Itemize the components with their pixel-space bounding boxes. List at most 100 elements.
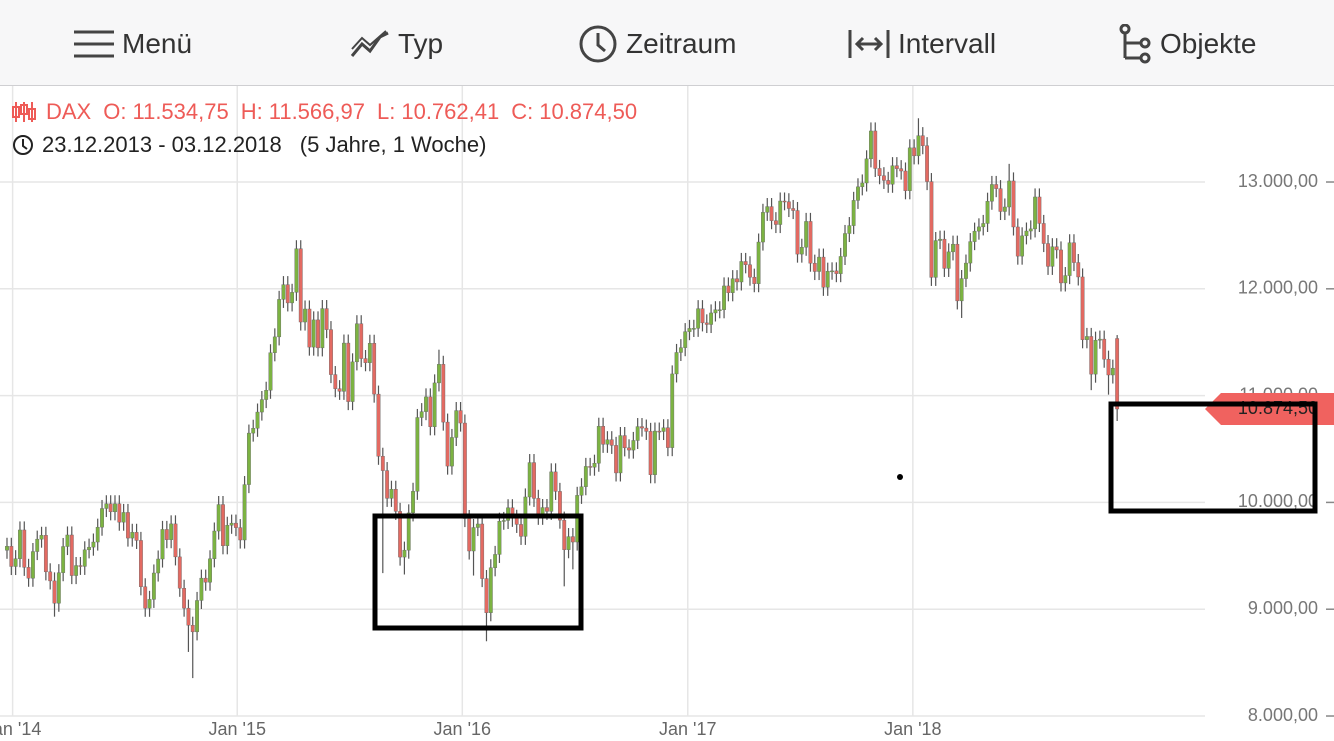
candle-body — [26, 567, 31, 579]
candle-body — [437, 364, 441, 384]
candle-body — [920, 135, 925, 146]
candle-body — [100, 508, 104, 528]
candle-body — [39, 535, 44, 540]
type-label: Typ — [398, 28, 444, 59]
candle-body — [74, 565, 79, 576]
candle-body — [666, 427, 670, 448]
candle-body — [588, 466, 593, 468]
candle-body — [925, 145, 929, 182]
candle-body — [877, 168, 882, 176]
candle-body — [601, 426, 606, 445]
candle-body — [164, 529, 169, 540]
candle-body — [156, 558, 161, 574]
candle-body — [87, 546, 91, 551]
candle-body — [691, 328, 696, 330]
candle-body — [730, 278, 735, 293]
candle-body — [804, 221, 809, 248]
candle-body — [186, 607, 191, 626]
candle-body — [52, 580, 57, 604]
candle-body — [415, 417, 420, 492]
candle-body — [31, 551, 35, 579]
candle-body — [977, 226, 981, 232]
candle-body — [748, 264, 752, 278]
candle-body — [583, 466, 588, 487]
type-button[interactable]: Typ — [350, 22, 443, 66]
interval-label: Intervall — [898, 28, 997, 59]
candle-body — [65, 534, 70, 547]
y-tick-label: 8.000,00 — [1248, 705, 1318, 725]
candle-body — [648, 431, 653, 475]
candle-body — [376, 393, 381, 457]
objects-button[interactable]: Objekte — [1118, 22, 1257, 66]
ohlc-value: 11.566,97 — [268, 99, 365, 124]
period-text: (5 Jahre, 1 Woche) — [299, 132, 487, 157]
candle-body — [1046, 243, 1050, 267]
candle-body — [938, 238, 942, 241]
candle-body — [972, 230, 977, 242]
candle-body — [886, 180, 891, 185]
candle-body — [203, 577, 208, 583]
candle-body — [881, 175, 886, 181]
candle-body — [817, 256, 821, 272]
candle-body — [225, 525, 230, 546]
candle-body — [238, 527, 243, 541]
candle-body — [704, 322, 709, 325]
candle-body — [264, 390, 269, 400]
candle-body — [303, 308, 307, 323]
interval-icon — [848, 30, 890, 58]
candle-body — [61, 546, 66, 573]
candle-body — [497, 521, 502, 555]
candle-body — [1050, 246, 1055, 267]
candle-body — [190, 625, 195, 633]
objects-icon — [1119, 24, 1151, 64]
candle-body — [1002, 206, 1007, 212]
candle-body — [869, 130, 873, 160]
candle-body — [735, 278, 739, 283]
candle-body — [173, 523, 178, 558]
candle-body — [722, 285, 726, 310]
candle-body — [570, 536, 575, 543]
candle-body — [1063, 275, 1068, 284]
candle-body — [432, 382, 437, 427]
candle-body — [147, 599, 152, 609]
candle-body — [644, 427, 649, 432]
candle-body — [380, 456, 385, 471]
menu-label: Menü — [122, 28, 193, 59]
candle-body — [959, 278, 964, 302]
period-button[interactable]: Zeitraum — [578, 22, 736, 66]
candle-body — [411, 491, 415, 514]
candle-body — [462, 422, 467, 519]
candle-body — [678, 347, 683, 353]
ohlc-label: C: — [511, 99, 534, 124]
candle-body — [298, 248, 303, 323]
candle-body — [151, 572, 156, 600]
candle-body — [488, 567, 493, 613]
candle-body — [1076, 262, 1081, 278]
candle-body — [139, 540, 143, 587]
candle-body — [696, 308, 701, 329]
interval-button[interactable]: Intervall — [848, 22, 996, 66]
menu-button[interactable]: Menü — [74, 22, 192, 66]
candle-body — [428, 396, 433, 427]
ohlc-label: H: — [240, 99, 263, 124]
candle-body — [743, 261, 748, 265]
ohlc-header: DAX O: 11.534,75 H: 11.566,97 L: 10.762,41 C: 1… — [12, 99, 637, 125]
candle-body — [1093, 339, 1098, 375]
candle-body — [994, 184, 999, 189]
candle-body — [1007, 180, 1012, 208]
candle-body — [566, 536, 571, 550]
candle-body — [372, 343, 377, 395]
candle-body — [640, 426, 644, 429]
candle-body — [454, 410, 459, 438]
menu-icon — [74, 30, 114, 58]
candle-body — [363, 358, 368, 363]
candle-body — [35, 538, 40, 552]
candle-body — [385, 470, 390, 499]
candle-body — [480, 523, 485, 579]
candle-body — [614, 445, 618, 474]
candle-body — [1037, 196, 1042, 224]
candle-body — [791, 208, 796, 211]
candle-body — [955, 243, 960, 302]
candle-body — [899, 168, 904, 172]
candle-body — [1041, 223, 1046, 244]
